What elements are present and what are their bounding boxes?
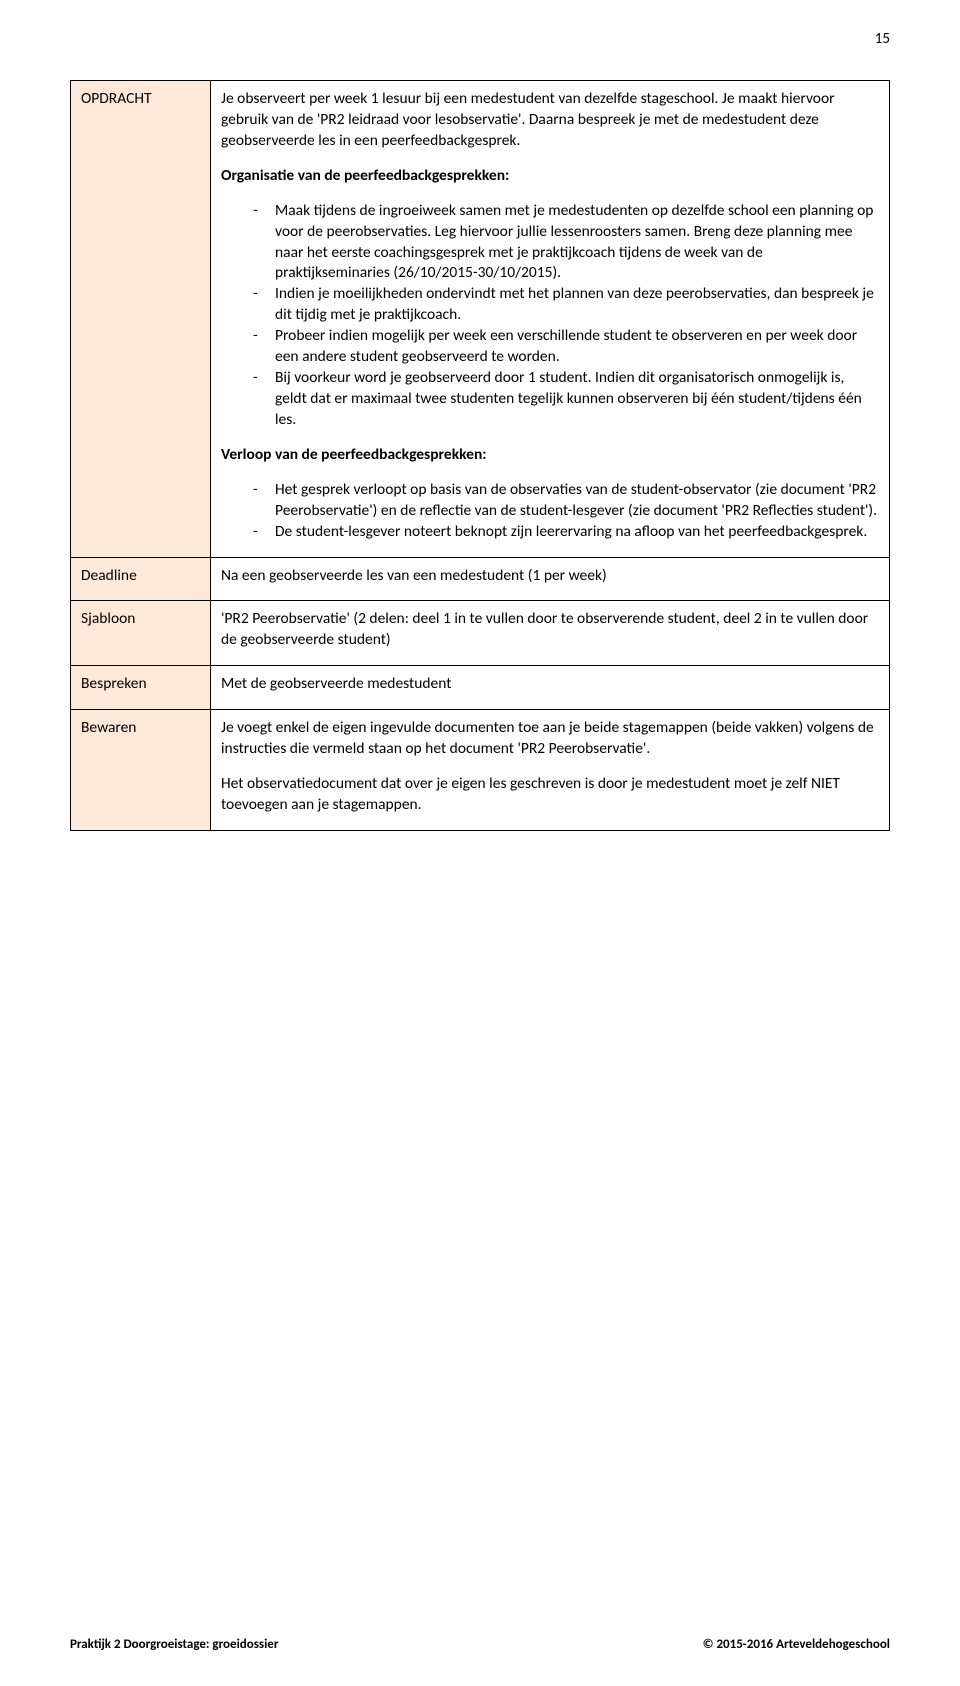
bewaren-para1: Je voegt enkel de eigen ingevulde docume… [221,718,879,760]
bespreken-text: Met de geobserveerde medestudent [221,674,879,695]
footer: Praktijk 2 Doorgroeistage: groeidossier … [70,1637,890,1652]
row-body-opdracht: Je observeert per week 1 lesuur bij een … [211,81,890,558]
table-row: Bespreken Met de geobserveerde medestude… [71,666,890,710]
sjabloon-text: 'PR2 Peerobservatie' (2 delen: deel 1 in… [221,609,879,651]
page: 15 OPDRACHT Je observeert per week 1 les… [0,0,960,1686]
row-label-sjabloon: Sjabloon [71,601,211,666]
table-row: Deadline Na een geobserveerde les van ee… [71,557,890,601]
list-item: Indien je moeilijkheden ondervindt met h… [253,284,879,326]
footer-right: © 2015-2016 Arteveldehogeschool [703,1637,890,1652]
content-table: OPDRACHT Je observeert per week 1 lesuur… [70,80,890,831]
organisatie-list: Maak tijdens de ingroeiweek samen met je… [221,201,879,431]
row-body-sjabloon: 'PR2 Peerobservatie' (2 delen: deel 1 in… [211,601,890,666]
row-body-bespreken: Met de geobserveerde medestudent [211,666,890,710]
table-row: Sjabloon 'PR2 Peerobservatie' (2 delen: … [71,601,890,666]
list-item: Probeer indien mogelijk per week een ver… [253,326,879,368]
page-number: 15 [875,30,890,48]
row-label-opdracht: OPDRACHT [71,81,211,558]
verloop-list: Het gesprek verloopt op basis van de obs… [221,480,879,543]
list-item: Maak tijdens de ingroeiweek samen met je… [253,201,879,285]
list-item: De student-lesgever noteert beknopt zijn… [253,522,879,543]
deadline-text: Na een geobserveerde les van een medestu… [221,566,879,587]
row-label-deadline: Deadline [71,557,211,601]
list-item: Bij voorkeur word je geobserveerd door 1… [253,368,879,431]
verloop-heading: Verloop van de peerfeedbackgesprekken: [221,445,879,466]
table-row: Bewaren Je voegt enkel de eigen ingevuld… [71,710,890,831]
row-body-bewaren: Je voegt enkel de eigen ingevulde docume… [211,710,890,831]
table-row: OPDRACHT Je observeert per week 1 lesuur… [71,81,890,558]
organisatie-heading: Organisatie van de peerfeedbackgesprekke… [221,166,879,187]
footer-left: Praktijk 2 Doorgroeistage: groeidossier [70,1637,278,1652]
row-body-deadline: Na een geobserveerde les van een medestu… [211,557,890,601]
list-item: Het gesprek verloopt op basis van de obs… [253,480,879,522]
row-label-bewaren: Bewaren [71,710,211,831]
row-label-bespreken: Bespreken [71,666,211,710]
bewaren-para2: Het observatiedocument dat over je eigen… [221,774,879,816]
opdracht-intro: Je observeert per week 1 lesuur bij een … [221,89,879,152]
